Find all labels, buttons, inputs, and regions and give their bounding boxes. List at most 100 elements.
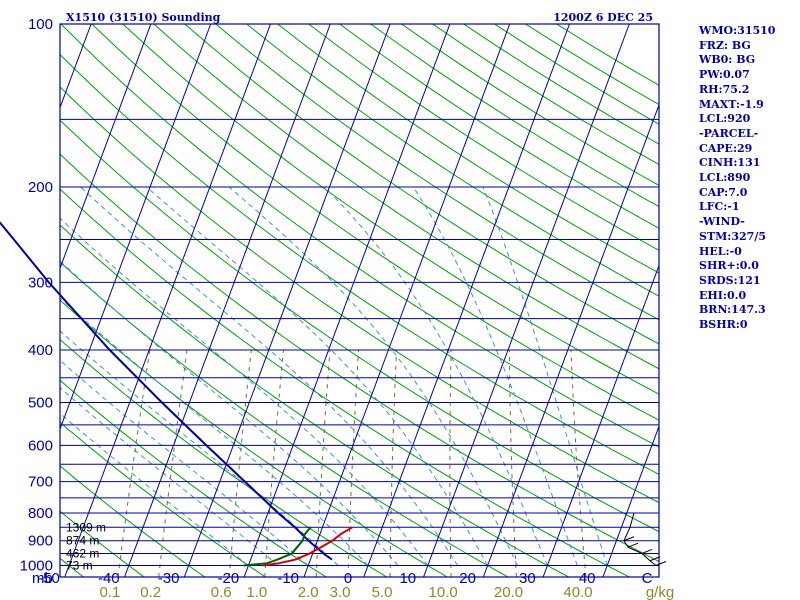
dry-adiabat-line xyxy=(60,188,630,577)
dry-adiabat-line xyxy=(60,421,266,577)
isotherm-line xyxy=(542,264,659,577)
isotherm-line xyxy=(60,24,212,431)
temperature-tick-label: -20 xyxy=(218,570,240,587)
index-line: PW:0.07 xyxy=(699,68,750,82)
dewpoint-line xyxy=(243,526,312,567)
mixing-ratio-label: 1.0 xyxy=(246,584,267,600)
mixing-ratio-label: 3.0 xyxy=(330,584,351,600)
isotherm-line xyxy=(60,24,152,270)
pressure-tick-label: 200 xyxy=(28,179,53,196)
height-label: 462 m xyxy=(66,547,99,561)
temperature-tick-label: -40 xyxy=(98,570,120,587)
dry-adiabat-line xyxy=(60,557,84,577)
dry-adiabat-line xyxy=(153,24,659,370)
mixing-ratio-lines xyxy=(117,349,587,577)
isotherm-line xyxy=(0,24,31,577)
isotherm-line xyxy=(423,24,630,577)
isotherm-line xyxy=(303,24,511,577)
pressure-tick-label: 400 xyxy=(28,342,53,359)
dry-adiabat-line xyxy=(215,24,659,321)
index-line: LCL:920 xyxy=(699,112,751,126)
sounding-indices-panel: WMO:31510 FRZ: BG WB0: BG PW:0.07 RH:75.2 MAX… xyxy=(699,24,799,333)
isotherm-line xyxy=(183,24,391,577)
temperature-tick-label: -50 xyxy=(38,570,60,587)
isotherm-line xyxy=(243,24,451,577)
index-line: WB0: BG xyxy=(699,53,756,67)
mixing-ratio-line xyxy=(449,349,452,577)
temperature-line xyxy=(263,526,353,567)
dry-adiabat-line xyxy=(246,24,659,297)
dry-adiabat-line xyxy=(122,24,659,395)
index-line: -PARCEL- xyxy=(699,126,759,140)
wind-profile-line xyxy=(623,512,657,566)
dry-adiabat-line xyxy=(60,24,659,448)
dry-adiabat-line xyxy=(60,153,659,563)
temperature-tick-label: 10 xyxy=(399,570,416,587)
isotherm-line xyxy=(602,424,659,577)
dry-adiabat-line xyxy=(184,24,659,345)
index-line: FRZ: BG xyxy=(699,38,751,52)
moist-adiabat-line xyxy=(146,186,489,566)
pressure-tick-label: 100 xyxy=(28,16,53,33)
index-line: STM:327/5 xyxy=(699,229,766,243)
isotherm-line xyxy=(60,24,92,110)
isotherm-line xyxy=(363,24,570,577)
index-line: HEL:-0 xyxy=(699,244,742,258)
pressure-tick-label: 900 xyxy=(28,533,53,550)
temperature-tick-label: 30 xyxy=(519,570,536,587)
dry-adiabat-line xyxy=(60,261,509,577)
temperature-tick-label: 0 xyxy=(344,570,352,587)
mixing-ratio-label: 40.0 xyxy=(563,584,592,600)
pressure-tick-label: 700 xyxy=(28,474,53,491)
sounding-profiles xyxy=(0,221,353,567)
mixing-ratio-line xyxy=(228,349,252,577)
dry-adiabat-line xyxy=(60,510,145,577)
index-line: CAP:7.0 xyxy=(699,185,748,199)
mixing-ratio-line xyxy=(570,349,587,577)
dry-adiabat-line xyxy=(60,53,659,475)
pressure-tick-labels: 100 200 300 400 500 600 700 800 900 1000 xyxy=(20,16,53,575)
index-line: BRN:147.3 xyxy=(699,303,766,317)
isotherm-line xyxy=(482,103,659,577)
mixing-ratio-label: 20.0 xyxy=(494,584,523,600)
temperature-tick-labels: -50 -40 -30 -20 -10 0 10 20 30 40 Cmb xyxy=(32,570,653,587)
moist-adiabat-line xyxy=(60,297,369,566)
plot-frame xyxy=(59,23,660,578)
wind-profile xyxy=(623,512,667,566)
mixing-ratio-line xyxy=(264,349,284,577)
temperature-tick-label: -10 xyxy=(277,570,299,587)
wind-barb xyxy=(623,536,635,542)
pressure-tick-label: 1000 xyxy=(20,558,53,575)
pressure-tick-label: 600 xyxy=(28,437,53,454)
wind-barb xyxy=(641,548,653,554)
mixing-ratio-label: 10.0 xyxy=(428,584,457,600)
dry-adiabat-line xyxy=(277,24,659,274)
temperature-tick-label: C xyxy=(642,570,653,587)
moist-adiabat-line xyxy=(60,330,339,566)
dry-adiabat-line xyxy=(60,299,448,577)
moist-adiabat-line xyxy=(60,217,429,566)
index-line: -WIND- xyxy=(699,215,745,229)
wind-barb xyxy=(627,542,639,548)
station-title: X1510 (31510) Sounding xyxy=(66,11,221,24)
index-line: LCL:890 xyxy=(699,171,751,185)
mixing-ratio-labels: 0.1 0.2 0.6 1.0 2.0 3.0 5.0 10.0 20.0 40.0 g/kg xyxy=(99,584,674,600)
mixing-ratio-unit: g/kg xyxy=(646,584,674,600)
isotherm-lines xyxy=(0,24,659,577)
isobar-lines xyxy=(60,24,659,577)
mixing-ratio-line xyxy=(347,349,360,577)
height-label: 73 m xyxy=(66,559,93,573)
moist-adiabat-line xyxy=(80,186,459,566)
mixing-ratio-line xyxy=(117,349,151,577)
dry-adiabat-line xyxy=(60,224,569,577)
pressure-tick-label: 500 xyxy=(28,395,53,412)
dry-adiabat-line xyxy=(60,465,205,577)
temperature-tick-label: 20 xyxy=(459,570,476,587)
wind-barb xyxy=(649,556,661,562)
pressure-unit-label: mb xyxy=(32,570,53,587)
temperature-tick-label: 40 xyxy=(579,570,596,587)
wind-barb xyxy=(655,561,667,566)
index-line: EHI:0.0 xyxy=(699,288,747,302)
